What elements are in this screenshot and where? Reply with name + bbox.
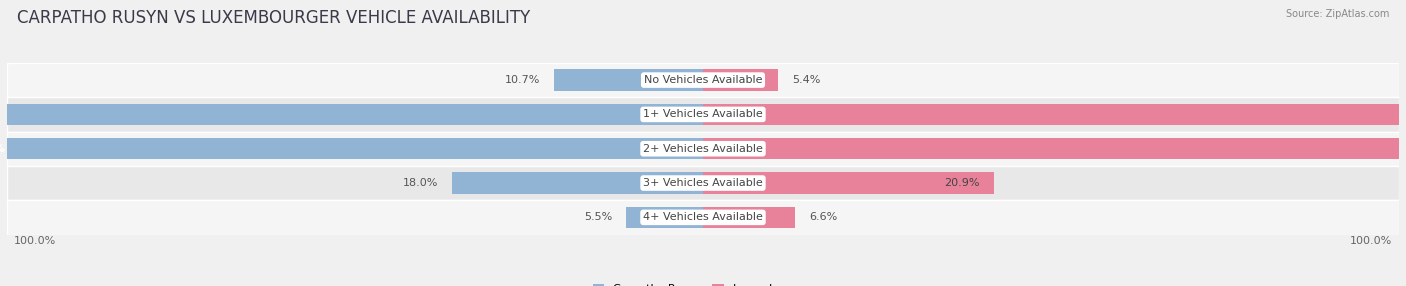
Text: 5.5%: 5.5% [585,212,613,222]
Bar [453,172,703,194]
Text: 10.7%: 10.7% [505,75,540,85]
Bar [703,207,794,228]
Text: 3+ Vehicles Available: 3+ Vehicles Available [643,178,763,188]
Text: Source: ZipAtlas.com: Source: ZipAtlas.com [1285,9,1389,19]
Bar [703,104,1406,125]
Text: 20.9%: 20.9% [945,178,980,188]
Text: 18.0%: 18.0% [404,178,439,188]
Bar [703,138,1406,159]
Text: 54.4%: 54.4% [0,144,6,154]
Bar [703,69,778,91]
Text: 2+ Vehicles Available: 2+ Vehicles Available [643,144,763,154]
Bar [7,63,1399,97]
Bar [703,172,994,194]
Bar [554,69,703,91]
Text: 100.0%: 100.0% [1350,236,1392,246]
Text: 1+ Vehicles Available: 1+ Vehicles Available [643,110,763,119]
Bar [0,104,703,125]
Legend: Carpatho Rusyn, Luxembourger: Carpatho Rusyn, Luxembourger [592,284,814,286]
Bar [7,97,1399,132]
Text: 5.4%: 5.4% [792,75,821,85]
Bar [7,166,1399,200]
Text: 100.0%: 100.0% [14,236,56,246]
Bar [0,138,703,159]
Text: No Vehicles Available: No Vehicles Available [644,75,762,85]
Bar [627,207,703,228]
Bar [7,132,1399,166]
Text: 4+ Vehicles Available: 4+ Vehicles Available [643,212,763,222]
Text: CARPATHO RUSYN VS LUXEMBOURGER VEHICLE AVAILABILITY: CARPATHO RUSYN VS LUXEMBOURGER VEHICLE A… [17,9,530,27]
Text: 6.6%: 6.6% [808,212,837,222]
Bar [7,200,1399,235]
